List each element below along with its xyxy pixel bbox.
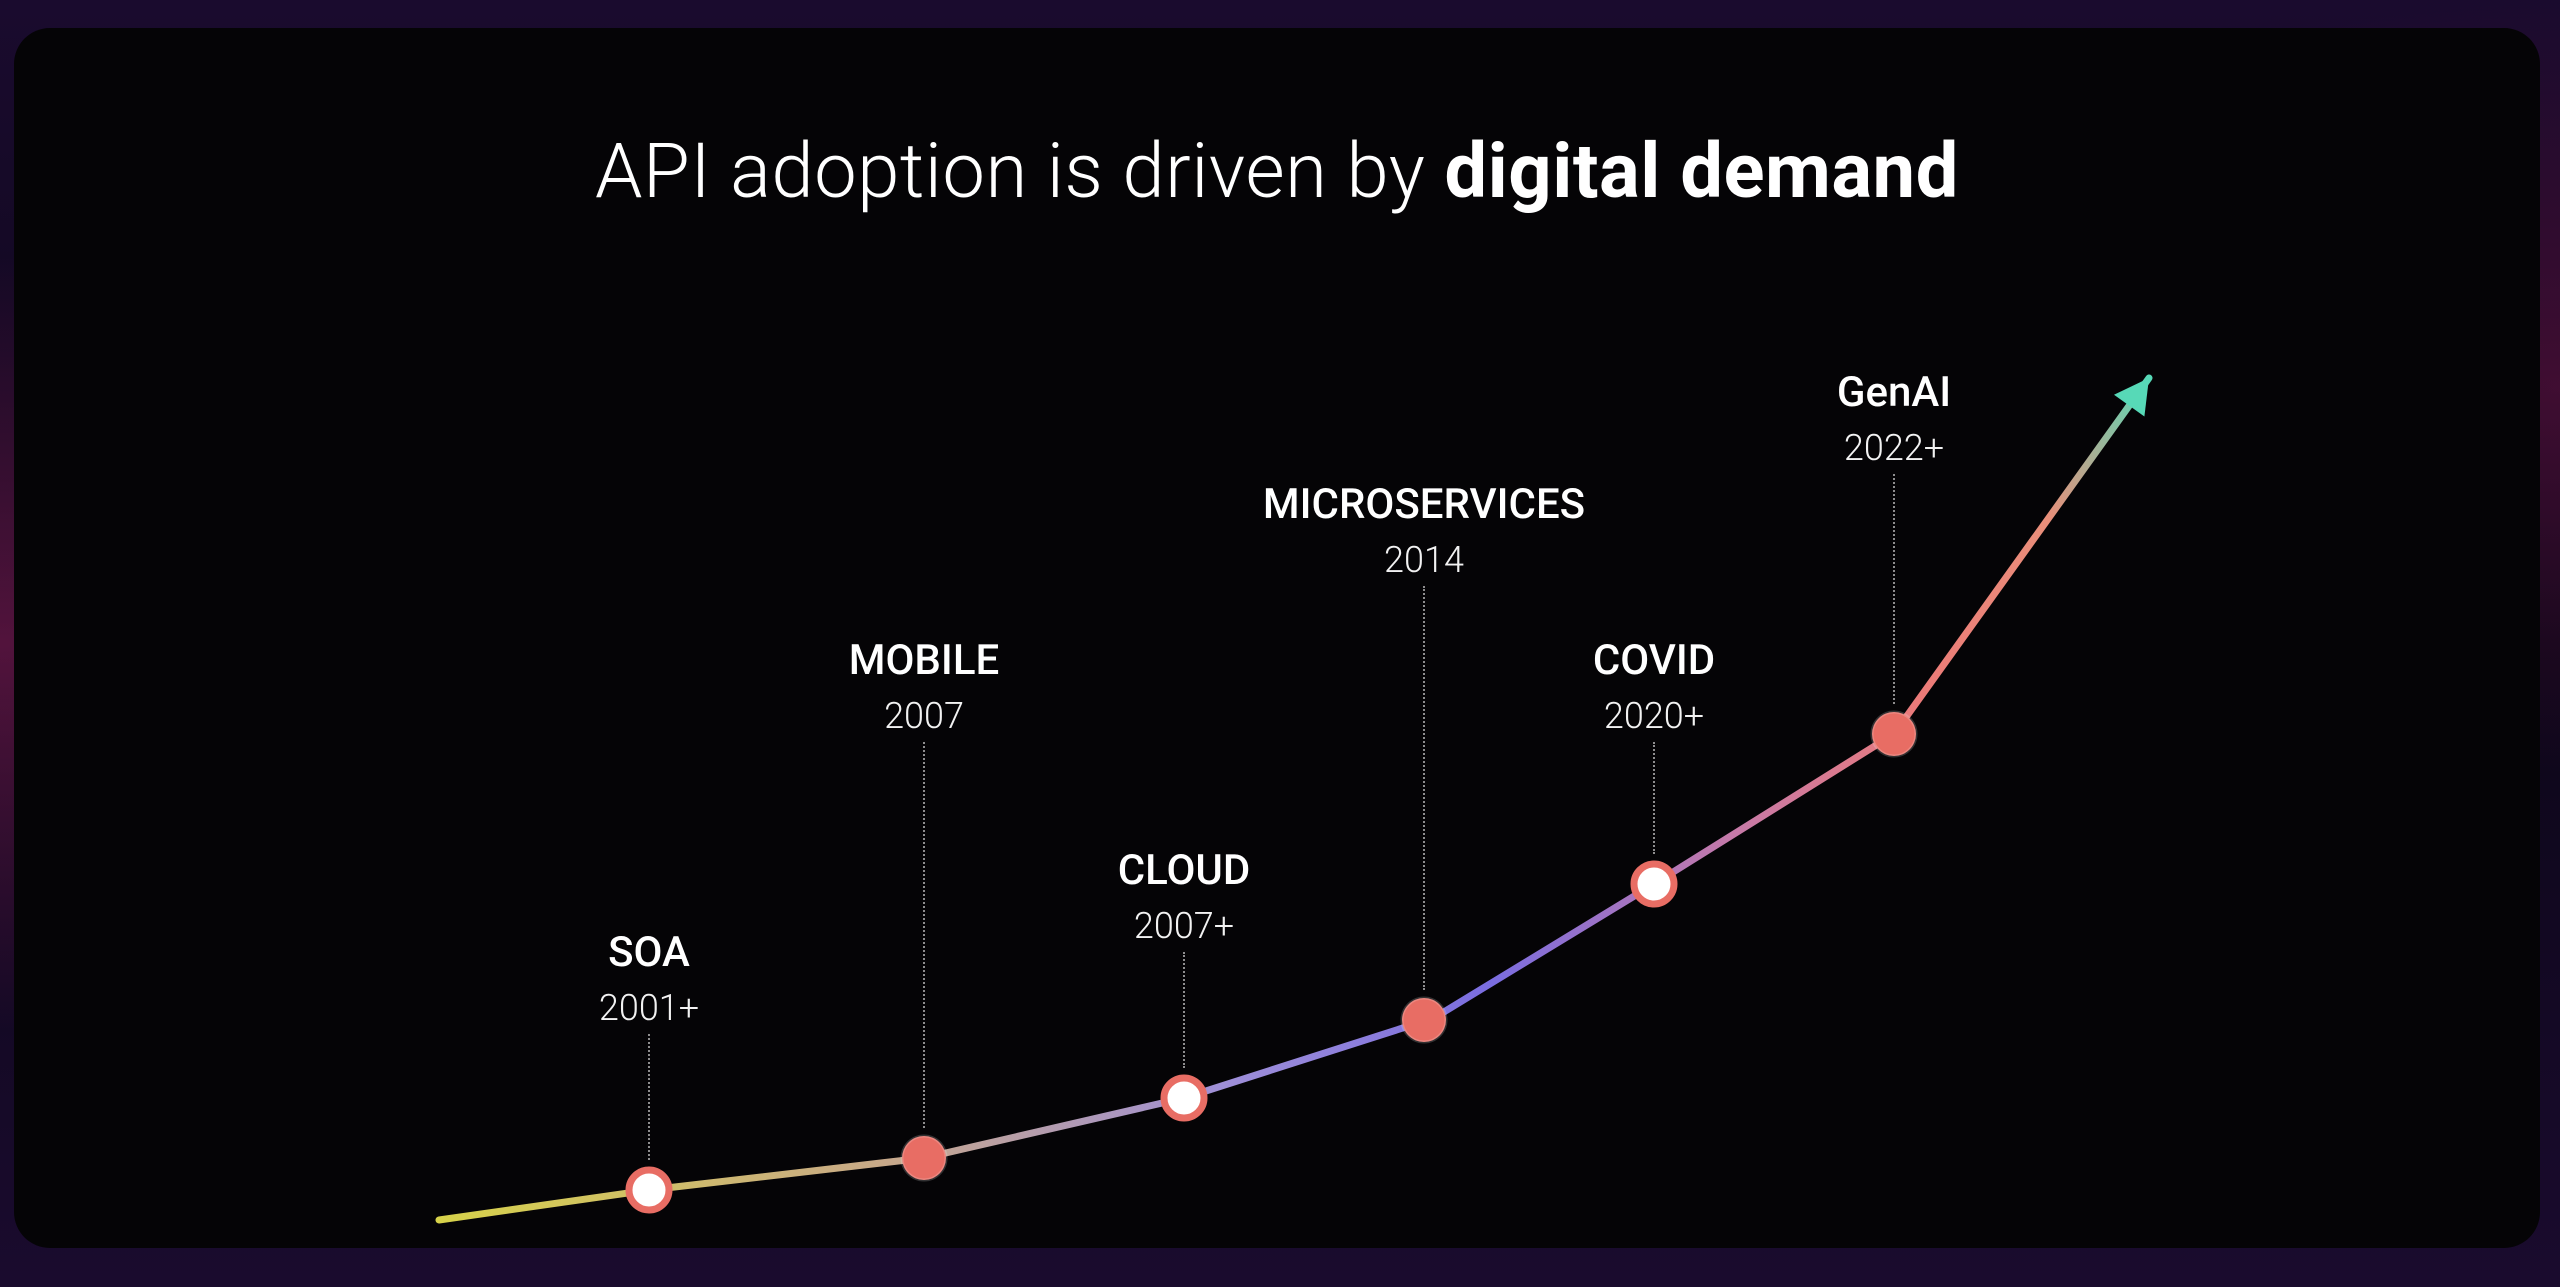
timeline-point-label: COVID 2020+ xyxy=(1593,636,1715,737)
timeline-point-label: MOBILE 2007 xyxy=(849,636,1000,737)
timeline-point-label: MICROSERVICES 2014 xyxy=(1263,480,1585,581)
slide-card: API adoption is driven by digital demand… xyxy=(14,28,2540,1248)
timeline-point-name: SOA xyxy=(599,928,699,977)
timeline-point-name: MICROSERVICES xyxy=(1263,480,1585,529)
timeline-point-year: 2014 xyxy=(1263,539,1585,581)
timeline-leader-line xyxy=(1893,474,1895,704)
timeline-point-name: MOBILE xyxy=(849,636,1000,685)
timeline-point-year: 2022+ xyxy=(1837,427,1951,469)
timeline-point-year: 2001+ xyxy=(599,987,699,1029)
timeline-point-label: SOA 2001+ xyxy=(599,928,699,1029)
timeline-leader-line xyxy=(1423,586,1425,990)
timeline-point-year: 2007+ xyxy=(1118,905,1251,947)
timeline-point-name: GenAI xyxy=(1837,368,1951,417)
timeline-leader-line xyxy=(1183,952,1185,1068)
timeline-point-label: CLOUD 2007+ xyxy=(1118,846,1251,947)
timeline-point-label: GenAI 2022+ xyxy=(1837,368,1951,469)
timeline-leader-line xyxy=(1653,742,1655,854)
timeline-leader-line xyxy=(648,1034,650,1160)
timeline-chart xyxy=(14,28,2540,1248)
timeline-point-year: 2007 xyxy=(849,695,1000,737)
timeline-point-name: CLOUD xyxy=(1118,846,1251,895)
timeline-leader-line xyxy=(923,742,925,1128)
timeline-point-year: 2020+ xyxy=(1593,695,1715,737)
timeline-point-name: COVID xyxy=(1593,636,1715,685)
